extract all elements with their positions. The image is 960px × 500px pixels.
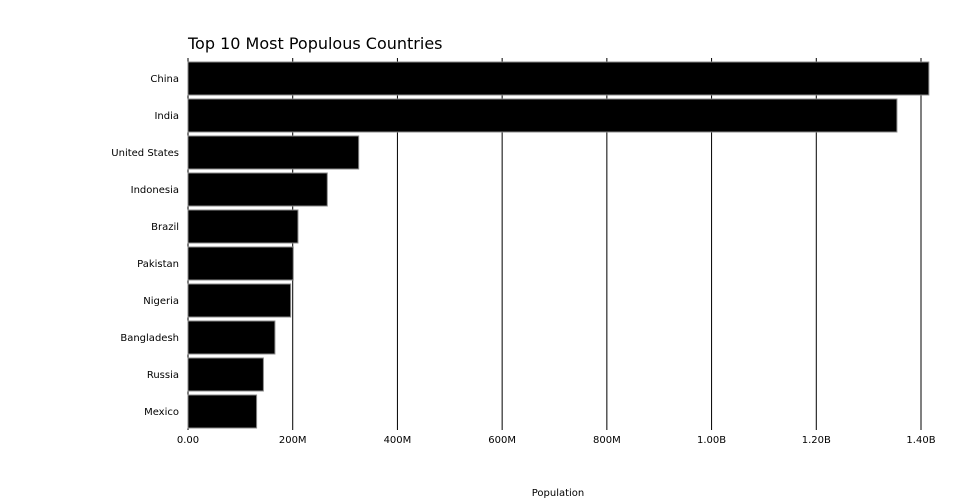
x-tick-label: 0.00 xyxy=(177,435,199,446)
bar-nigeria xyxy=(187,283,292,318)
y-tick-label: Nigeria xyxy=(143,296,179,307)
x-tick-label: 400M xyxy=(384,435,412,446)
bar-pakistan xyxy=(187,246,294,281)
x-tick-label: 600M xyxy=(488,435,516,446)
y-tick-label: Russia xyxy=(147,370,179,381)
x-axis-title: Population xyxy=(532,488,585,499)
bars xyxy=(187,61,930,429)
bar-china xyxy=(187,61,930,96)
bar-united-states xyxy=(187,135,360,170)
bar-bangladesh xyxy=(187,320,276,355)
y-tick-label: Pakistan xyxy=(137,259,179,270)
x-tick-label: 1.40B xyxy=(906,435,935,446)
x-tick-label: 800M xyxy=(593,435,621,446)
y-tick-label: Bangladesh xyxy=(120,333,179,344)
x-tick-label: 1.00B xyxy=(697,435,726,446)
bar-mexico xyxy=(187,394,258,429)
bar-indonesia xyxy=(187,172,328,207)
x-axis-labels: 0.00 200M 400M 600M 800M 1.00B 1.20B 1.40B xyxy=(177,435,936,446)
y-tick-label: Indonesia xyxy=(131,185,179,196)
y-tick-label: United States xyxy=(111,148,179,159)
x-tick-label: 1.20B xyxy=(802,435,831,446)
bar-india xyxy=(187,98,898,133)
y-tick-label: China xyxy=(150,74,179,85)
x-tick-label: 200M xyxy=(279,435,307,446)
y-tick-label: Mexico xyxy=(144,407,179,418)
y-axis-labels: China India United States Indonesia Brazil Pa… xyxy=(111,74,179,418)
y-tick-label: India xyxy=(154,111,179,122)
bar-brazil xyxy=(187,209,299,244)
y-tick-label: Brazil xyxy=(151,222,179,233)
bar-russia xyxy=(187,357,264,392)
chart-title: Top 10 Most Populous Countries xyxy=(187,34,443,53)
